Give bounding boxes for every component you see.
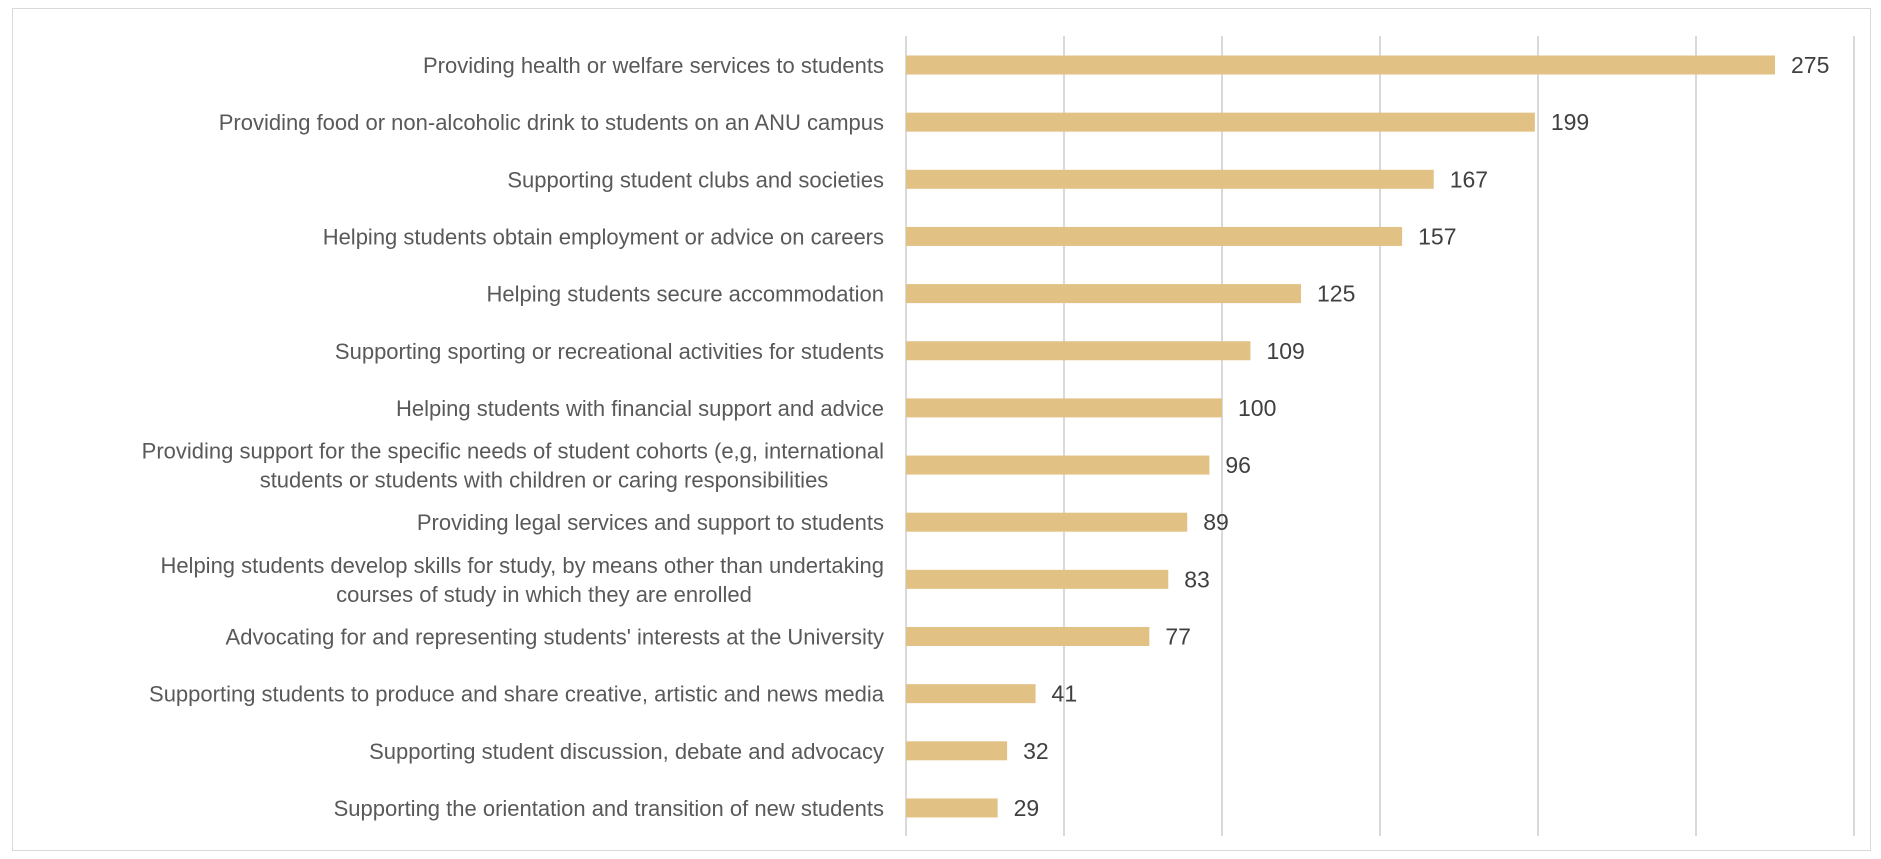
data-label: 96 bbox=[1225, 452, 1251, 478]
category-label: Supporting student clubs and societies bbox=[507, 167, 884, 192]
bar bbox=[906, 112, 1535, 132]
data-label: 275 bbox=[1791, 52, 1829, 78]
gridlines bbox=[905, 36, 1855, 836]
category-label: Supporting sporting or recreational acti… bbox=[335, 339, 884, 364]
category-label: Providing health or welfare services to … bbox=[423, 53, 884, 78]
category-label: Providing food or non-alcoholic drink to… bbox=[219, 110, 884, 135]
bar bbox=[906, 169, 1434, 189]
data-label: 167 bbox=[1450, 166, 1488, 192]
category-label: Helping students obtain employment or ad… bbox=[323, 224, 884, 249]
data-label: 109 bbox=[1266, 338, 1304, 364]
category-label: students or students with children or ca… bbox=[260, 468, 829, 493]
category-label: Advocating for and representing students… bbox=[226, 625, 884, 650]
bar bbox=[906, 741, 1008, 761]
category-label: Helping students with financial support … bbox=[396, 396, 884, 421]
value-labels: 275 199 167 157 125 109 100 96 89 83 77 41 32 29 bbox=[1014, 52, 1830, 821]
data-label: 199 bbox=[1551, 109, 1589, 135]
bar bbox=[906, 569, 1169, 589]
data-label: 100 bbox=[1238, 395, 1276, 421]
bars bbox=[906, 55, 1775, 818]
data-label: 29 bbox=[1014, 795, 1040, 821]
data-label: 89 bbox=[1203, 509, 1229, 535]
category-label: courses of study in which they are enrol… bbox=[336, 582, 752, 607]
data-label: 32 bbox=[1023, 738, 1049, 764]
bar bbox=[906, 284, 1301, 304]
category-label: Helping students secure accommodation bbox=[487, 282, 884, 307]
bar bbox=[906, 398, 1222, 418]
bar bbox=[906, 627, 1150, 646]
bar bbox=[906, 684, 1036, 704]
category-label: Providing support for the specific needs… bbox=[142, 439, 884, 464]
bar bbox=[906, 226, 1403, 246]
bar bbox=[906, 341, 1251, 361]
bar bbox=[906, 55, 1775, 75]
category-labels: Providing health or welfare services to … bbox=[142, 53, 885, 821]
bar bbox=[906, 798, 998, 818]
data-label: 83 bbox=[1184, 566, 1210, 592]
data-label: 157 bbox=[1418, 223, 1456, 249]
category-label: Providing legal services and support to … bbox=[417, 510, 884, 535]
data-label: 125 bbox=[1317, 281, 1355, 307]
category-label: Helping students develop skills for stud… bbox=[160, 553, 884, 578]
category-label: Supporting students to produce and share… bbox=[149, 682, 885, 707]
bar bbox=[906, 455, 1210, 475]
chart-frame bbox=[12, 8, 1871, 851]
data-label: 41 bbox=[1052, 681, 1078, 707]
data-label: 77 bbox=[1165, 624, 1191, 650]
bar bbox=[906, 512, 1188, 532]
category-label: Supporting student discussion, debate an… bbox=[369, 739, 884, 764]
category-label: Supporting the orientation and transitio… bbox=[334, 796, 884, 821]
